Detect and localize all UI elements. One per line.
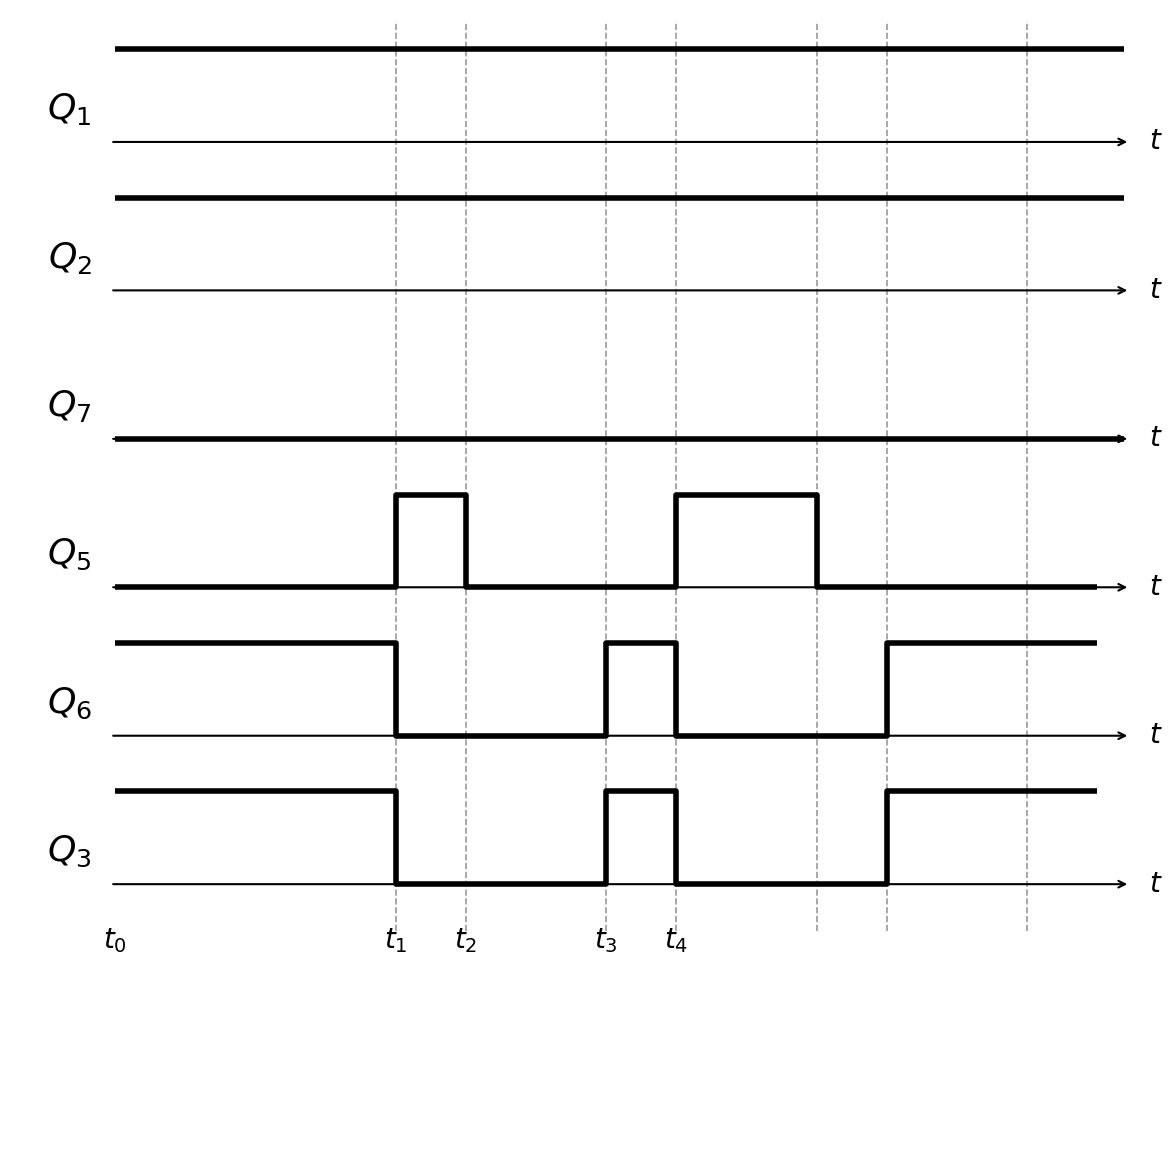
Text: $t$: $t$ — [1149, 573, 1162, 601]
Text: $t$: $t$ — [1149, 870, 1162, 898]
Text: $t_{0}$: $t_{0}$ — [103, 926, 127, 955]
Text: $Q_{1}$: $Q_{1}$ — [47, 91, 92, 127]
Text: $t_{2}$: $t_{2}$ — [455, 926, 477, 955]
Text: $t$: $t$ — [1149, 128, 1162, 155]
Text: $Q_{5}$: $Q_{5}$ — [47, 538, 92, 572]
Text: $Q_{3}$: $Q_{3}$ — [47, 833, 92, 869]
Text: $t_{1}$: $t_{1}$ — [384, 926, 408, 955]
Text: $Q_{7}$: $Q_{7}$ — [47, 388, 92, 424]
Text: $t$: $t$ — [1149, 722, 1162, 749]
Text: $t_{4}$: $t_{4}$ — [664, 926, 689, 955]
Text: $t$: $t$ — [1149, 277, 1162, 304]
Text: $Q_{6}$: $Q_{6}$ — [47, 686, 92, 721]
Text: $t$: $t$ — [1149, 425, 1162, 452]
Text: $t_{3}$: $t_{3}$ — [595, 926, 618, 955]
Text: $Q_{2}$: $Q_{2}$ — [48, 240, 92, 276]
